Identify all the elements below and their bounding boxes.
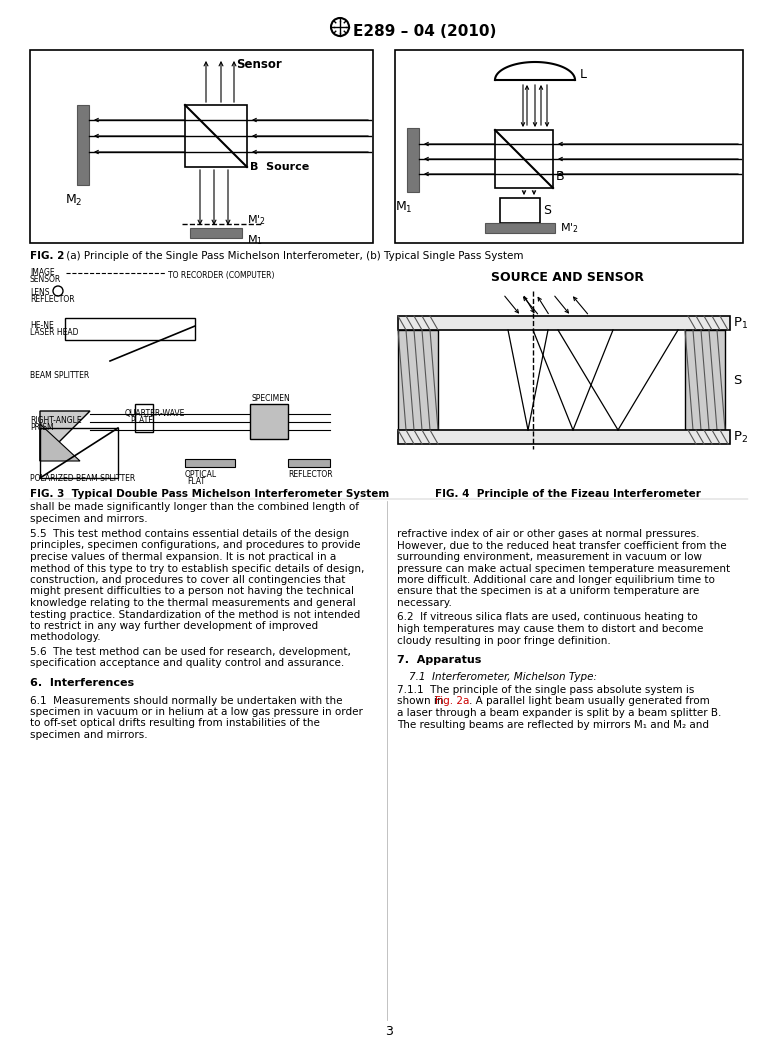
Text: IMAGE: IMAGE bbox=[30, 268, 54, 277]
Polygon shape bbox=[40, 424, 80, 461]
Text: 5.5  This test method contains essential details of the design: 5.5 This test method contains essential … bbox=[30, 529, 349, 539]
Text: methodology.: methodology. bbox=[30, 633, 100, 642]
Text: specimen in vacuum or in helium at a low gas pressure in order: specimen in vacuum or in helium at a low… bbox=[30, 707, 363, 717]
Text: . A parallel light beam usually generated from: . A parallel light beam usually generate… bbox=[469, 696, 710, 707]
Text: FLAT: FLAT bbox=[187, 477, 205, 486]
Text: PLATE: PLATE bbox=[130, 416, 153, 425]
Bar bbox=[395, 50, 743, 243]
Bar bbox=[288, 459, 330, 467]
Text: B  Source: B Source bbox=[250, 162, 309, 172]
Text: pressure can make actual specimen temperature measurement: pressure can make actual specimen temper… bbox=[397, 563, 730, 574]
Polygon shape bbox=[40, 411, 90, 461]
Text: FIG. 2: FIG. 2 bbox=[30, 251, 65, 261]
Text: P$_2$: P$_2$ bbox=[733, 430, 748, 445]
Bar bbox=[185, 105, 247, 167]
Text: refractive index of air or other gases at normal pressures.: refractive index of air or other gases a… bbox=[397, 529, 699, 539]
Text: shown in: shown in bbox=[397, 696, 447, 707]
Text: specimen and mirrors.: specimen and mirrors. bbox=[30, 730, 148, 740]
Text: 6.1  Measurements should normally be undertaken with the: 6.1 Measurements should normally be unde… bbox=[30, 695, 342, 706]
Text: 7.  Apparatus: 7. Apparatus bbox=[397, 655, 482, 665]
Bar bbox=[30, 50, 373, 243]
Bar bbox=[250, 404, 288, 439]
Bar bbox=[500, 198, 540, 223]
Text: 7.1.1  The principle of the single pass absolute system is: 7.1.1 The principle of the single pass a… bbox=[397, 685, 695, 695]
Text: FIG. 4  Principle of the Fizeau Interferometer: FIG. 4 Principle of the Fizeau Interfero… bbox=[435, 489, 701, 499]
Text: precise values of thermal expansion. It is not practical in a: precise values of thermal expansion. It … bbox=[30, 552, 336, 562]
Text: shall be made significantly longer than the combined length of: shall be made significantly longer than … bbox=[30, 502, 359, 512]
Text: PRISM: PRISM bbox=[30, 423, 54, 432]
Bar bbox=[40, 428, 118, 478]
Text: HE-NE: HE-NE bbox=[30, 321, 54, 330]
Text: POLARIZED BEAM SPLITTER: POLARIZED BEAM SPLITTER bbox=[30, 474, 135, 483]
Text: 7.1  Interferometer, Michelson Type:: 7.1 Interferometer, Michelson Type: bbox=[409, 671, 597, 682]
Bar bbox=[407, 128, 419, 192]
Text: might present difficulties to a person not having the technical: might present difficulties to a person n… bbox=[30, 586, 354, 596]
Bar bbox=[485, 223, 555, 233]
Text: M$_1$: M$_1$ bbox=[395, 200, 413, 215]
Text: surrounding environment, measurement in vacuum or low: surrounding environment, measurement in … bbox=[397, 552, 702, 562]
Text: SPECIMEN: SPECIMEN bbox=[252, 393, 291, 403]
Text: construction, and procedures to cover all contingencies that: construction, and procedures to cover al… bbox=[30, 575, 345, 585]
Text: BEAM SPLITTER: BEAM SPLITTER bbox=[30, 371, 89, 380]
Text: M'$_2$: M'$_2$ bbox=[560, 221, 579, 235]
Text: B: B bbox=[556, 170, 565, 182]
Text: (a) Principle of the Single Pass Michelson Interferometer, (b) Typical Single Pa: (a) Principle of the Single Pass Michels… bbox=[63, 251, 524, 261]
Text: ensure that the specimen is at a uniform temperature are: ensure that the specimen is at a uniform… bbox=[397, 586, 699, 596]
Text: M'$_2$: M'$_2$ bbox=[247, 213, 266, 227]
Text: S: S bbox=[733, 374, 741, 386]
Text: QUARTER-WAVE: QUARTER-WAVE bbox=[125, 409, 185, 418]
Text: more difficult. Additional care and longer equilibrium time to: more difficult. Additional care and long… bbox=[397, 575, 715, 585]
Text: 6.2  If vitreous silica flats are used, continuous heating to: 6.2 If vitreous silica flats are used, c… bbox=[397, 612, 698, 623]
Bar bbox=[77, 105, 89, 185]
Text: 5.6  The test method can be used for research, development,: 5.6 The test method can be used for rese… bbox=[30, 648, 351, 657]
Bar bbox=[398, 316, 730, 330]
Text: FIG. 3  Typical Double Pass Michelson Interferometer System: FIG. 3 Typical Double Pass Michelson Int… bbox=[30, 489, 389, 499]
Text: SENSOR: SENSOR bbox=[30, 275, 61, 284]
Text: Sensor: Sensor bbox=[236, 58, 282, 71]
Text: REFLECTOR: REFLECTOR bbox=[288, 469, 333, 479]
Text: to restrict in any way further development of improved: to restrict in any way further developme… bbox=[30, 621, 318, 631]
Text: to off-set optical drifts resulting from instabilities of the: to off-set optical drifts resulting from… bbox=[30, 718, 320, 729]
Bar bbox=[190, 228, 242, 238]
Bar bbox=[398, 430, 730, 445]
Text: principles, specimen configurations, and procedures to provide: principles, specimen configurations, and… bbox=[30, 540, 360, 551]
Text: 6.  Interferences: 6. Interferences bbox=[30, 678, 134, 688]
Text: high temperatures may cause them to distort and become: high temperatures may cause them to dist… bbox=[397, 624, 703, 634]
Text: M$_1$: M$_1$ bbox=[247, 233, 263, 247]
Text: testing practice. Standardization of the method is not intended: testing practice. Standardization of the… bbox=[30, 609, 360, 619]
Text: LENS: LENS bbox=[30, 288, 50, 297]
Bar bbox=[135, 404, 153, 432]
Text: REFLECTOR: REFLECTOR bbox=[30, 295, 75, 304]
Bar bbox=[185, 459, 235, 467]
Text: specimen and mirrors.: specimen and mirrors. bbox=[30, 514, 148, 524]
Text: specification acceptance and quality control and assurance.: specification acceptance and quality con… bbox=[30, 659, 344, 668]
Text: LASER HEAD: LASER HEAD bbox=[30, 328, 79, 337]
Bar bbox=[495, 130, 553, 188]
Text: E289 – 04 (2010): E289 – 04 (2010) bbox=[353, 25, 496, 40]
Text: The resulting beams are reflected by mirrors M₁ and M₂ and: The resulting beams are reflected by mir… bbox=[397, 719, 709, 730]
Bar bbox=[685, 330, 725, 430]
Text: cloudy resulting in poor fringe definition.: cloudy resulting in poor fringe definiti… bbox=[397, 635, 611, 645]
Text: 3: 3 bbox=[385, 1025, 393, 1038]
Text: L: L bbox=[580, 69, 587, 81]
Bar bbox=[398, 330, 438, 430]
Text: OPTICAL: OPTICAL bbox=[185, 469, 217, 479]
Text: S: S bbox=[543, 203, 551, 217]
Text: TO RECORDER (COMPUTER): TO RECORDER (COMPUTER) bbox=[168, 271, 275, 280]
Text: M$_2$: M$_2$ bbox=[65, 193, 82, 208]
Text: a laser through a beam expander is split by a beam splitter B.: a laser through a beam expander is split… bbox=[397, 708, 721, 718]
Bar bbox=[65, 318, 195, 340]
Text: knowledge relating to the thermal measurements and general: knowledge relating to the thermal measur… bbox=[30, 598, 356, 608]
Text: Fig. 2a: Fig. 2a bbox=[435, 696, 469, 707]
Text: P$_1$: P$_1$ bbox=[733, 315, 748, 331]
Text: RIGHT-ANGLE: RIGHT-ANGLE bbox=[30, 416, 82, 425]
Text: SOURCE AND SENSOR: SOURCE AND SENSOR bbox=[492, 271, 644, 284]
Text: However, due to the reduced heat transfer coefficient from the: However, due to the reduced heat transfe… bbox=[397, 540, 727, 551]
Text: method of this type to try to establish specific details of design,: method of this type to try to establish … bbox=[30, 563, 364, 574]
Text: necessary.: necessary. bbox=[397, 598, 452, 608]
